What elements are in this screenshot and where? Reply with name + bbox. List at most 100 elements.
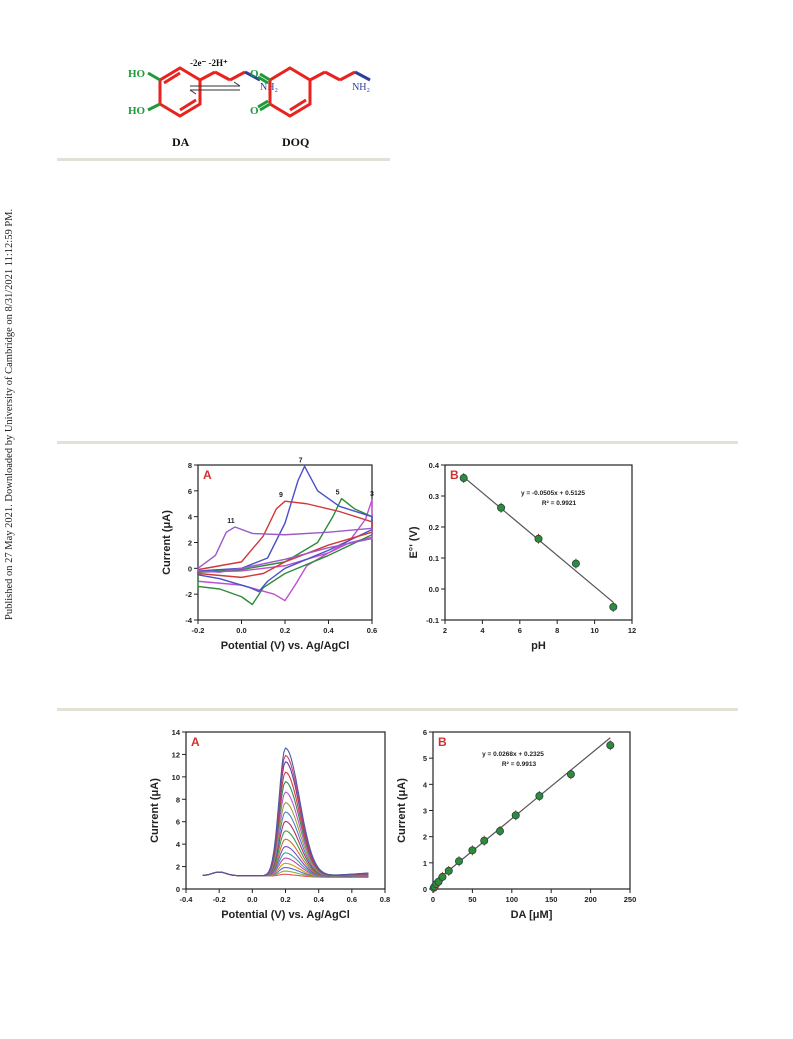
dpv-curve: [202, 830, 369, 877]
data-point: [444, 866, 453, 875]
y-tick-label: 6: [423, 728, 427, 737]
x-axis-label: pH: [531, 640, 546, 652]
x-tick-label: 0.0: [247, 895, 257, 904]
x-tick-label: 10: [590, 626, 598, 635]
x-tick-label: 0.6: [347, 895, 357, 904]
panel-label: A: [191, 735, 200, 749]
x-tick-label: 0.4: [313, 895, 324, 904]
series-label: 5: [336, 490, 340, 497]
data-point: [609, 602, 618, 611]
y-tick-label: -4: [185, 616, 192, 625]
rule-scheme: [57, 158, 390, 161]
x-tick-label: 0.0: [236, 626, 246, 635]
series-label: 9: [279, 492, 283, 499]
series-label: 11: [227, 518, 235, 525]
data-point: [438, 872, 447, 881]
y-tick-label: 0.4: [429, 461, 440, 470]
y-tick-label: 8: [176, 795, 180, 804]
x-axis-label: Potential (V) vs. Ag/AgCl: [221, 909, 350, 921]
arrow-label: -2e⁻ -2H⁺: [190, 58, 228, 68]
da-ho-top: HO: [128, 68, 146, 80]
y-axis-label: Current (μA): [150, 778, 161, 843]
plot-frame: [444, 464, 633, 621]
data-point: [480, 836, 489, 845]
x-axis-label: DA [μM]: [511, 909, 553, 921]
y-tick-label: 4: [188, 513, 193, 522]
y-tick-label: 4: [176, 840, 181, 849]
data-point: [571, 559, 580, 568]
y-tick-label: -2: [185, 590, 192, 599]
doq-o-bottom: O: [250, 105, 259, 117]
data-point: [459, 474, 468, 483]
y-tick-label: 6: [188, 487, 192, 496]
x-tick-label: 150: [545, 895, 558, 904]
reaction-scheme: HO HO NH₂ DA -2e⁻ -2H⁺ O O NH₂ DOQ: [128, 58, 371, 149]
data-point: [511, 811, 520, 820]
y-tick-label: 2: [188, 539, 192, 548]
y-tick-label: 0.1: [429, 554, 439, 563]
equilibrium-arrow: [189, 81, 241, 95]
rule-figure-2: [57, 708, 738, 711]
y-tick-label: 14: [172, 728, 181, 737]
data-point: [495, 827, 504, 836]
fit-r-squared: R² = 0.9913: [502, 761, 537, 768]
y-tick-label: 8: [188, 461, 192, 470]
x-tick-label: -0.2: [213, 895, 226, 904]
y-axis-label: Current (μA): [161, 510, 173, 575]
cv-curve-11: [197, 526, 373, 573]
x-tick-label: 250: [624, 895, 637, 904]
dpv-curve: [202, 747, 369, 877]
dpv-curve: [202, 761, 369, 877]
data-point: [566, 770, 575, 779]
y-tick-label: 12: [172, 750, 180, 759]
y-tick-label: 6: [176, 818, 180, 827]
figure-2a-dpv-curves: -0.4 -0.2 0.0 0.2 0.4 0.6 0.8 0 2 4 6 8 10 12 14 Potent…: [150, 728, 390, 921]
doq-nh2: NH₂: [352, 82, 370, 93]
y-axis-label: Current (μA): [396, 778, 408, 843]
figure-1a-cyclic-voltammograms: -0.2 0.0 0.2 0.4 0.6 -4 -2 0 2 4 6 8 Potential (V) v…: [161, 457, 377, 652]
fit-r-squared: R² = 0.9921: [542, 500, 577, 507]
y-tick-label: 0.3: [429, 492, 439, 501]
cv-curve-9: [197, 500, 373, 579]
data-point: [535, 792, 544, 801]
y-tick-label: 3: [423, 807, 427, 816]
da-label: DA: [172, 135, 190, 149]
dpv-curve: [202, 852, 369, 878]
figure-1b-formal-potential-vs-ph: 2 4 6 8 10 12 -0.1 0.0 0.1 0.2 0.3 0.4 pH E°' (V) By =…: [408, 461, 636, 652]
series-label: 3: [370, 491, 374, 498]
publication-side-note: Published on 27 May 2021. Downloaded by …: [4, 208, 15, 620]
data-point: [534, 534, 543, 543]
dpv-curve: [202, 780, 369, 877]
x-tick-label: 0.4: [323, 626, 334, 635]
panel-label: B: [438, 735, 447, 749]
panel-label: A: [203, 468, 212, 482]
x-axis-label: Potential (V) vs. Ag/AgCl: [221, 640, 350, 652]
cv-curve-3: [197, 499, 373, 602]
y-tick-label: 2: [423, 833, 427, 842]
y-axis-label: E°' (V): [408, 526, 420, 558]
y-tick-label: 2: [176, 863, 180, 872]
y-tick-label: 1: [423, 859, 427, 868]
x-tick-label: 6: [518, 626, 522, 635]
dpv-curve: [202, 771, 369, 877]
x-tick-label: 12: [628, 626, 636, 635]
y-tick-label: 10: [172, 773, 180, 782]
y-tick-label: 0: [188, 564, 192, 573]
y-tick-label: -0.1: [426, 616, 439, 625]
fit-equation: y = -0.0505x + 0.5125: [521, 490, 585, 497]
data-point: [606, 741, 615, 750]
dpv-curve: [202, 845, 369, 878]
y-tick-label: 0.0: [429, 585, 439, 594]
x-tick-label: -0.4: [180, 895, 194, 904]
y-tick-label: 4: [423, 780, 428, 789]
y-tick-label: 0.2: [429, 523, 439, 532]
x-tick-label: 0.8: [380, 895, 390, 904]
fit-line: [433, 737, 611, 884]
x-tick-label: 4: [480, 626, 485, 635]
doq-o-top: O: [250, 68, 259, 80]
x-tick-label: 0.6: [367, 626, 377, 635]
da-molecule: [147, 66, 261, 118]
x-tick-label: 50: [468, 895, 476, 904]
y-tick-label: 0: [423, 885, 427, 894]
data-point: [497, 503, 506, 512]
